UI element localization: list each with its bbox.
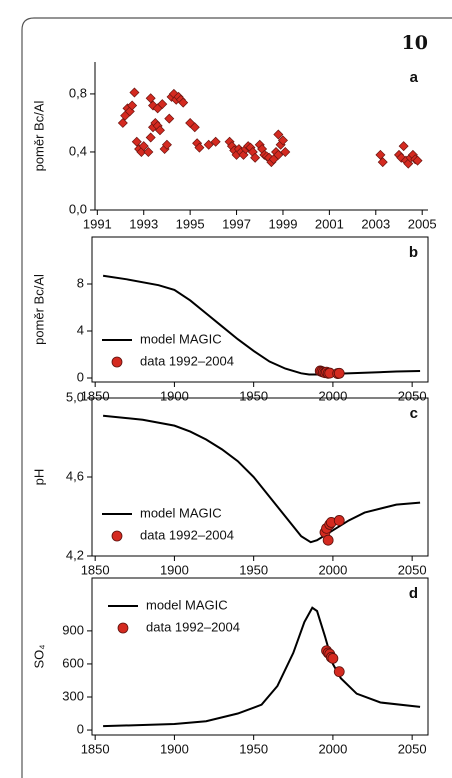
data-point [145, 132, 156, 143]
data-point [164, 113, 175, 124]
x-tick-label: 1995 [176, 216, 205, 231]
x-tick-label: 1999 [269, 216, 298, 231]
x-tick-label: 2005 [408, 216, 437, 231]
y-tick-label: 0,4 [69, 143, 87, 158]
data-point [277, 135, 288, 146]
data-point [377, 157, 388, 168]
y-tick-label: 0 [77, 369, 84, 384]
data-point [396, 152, 407, 163]
x-tick-label: 1850 [81, 388, 110, 403]
y-axis-label: poměr Bc/Al [31, 274, 46, 345]
model-line [103, 606, 421, 728]
data-point [273, 129, 284, 140]
x-tick-label: 2050 [398, 741, 427, 756]
x-tick-label: 2003 [361, 216, 390, 231]
y-tick-label: 4,2 [66, 547, 84, 562]
y-axis-label: poměr Bc/Al [31, 100, 46, 171]
y-tick-label: 4 [77, 322, 84, 337]
legend-label: model MAGIC [140, 505, 222, 520]
data-point [143, 146, 154, 157]
y-tick-label: 5,0 [66, 389, 84, 404]
x-tick-label: 1900 [160, 741, 189, 756]
legend-label: model MAGIC [146, 597, 228, 612]
data-point [250, 152, 261, 163]
data-point [327, 653, 339, 664]
y-tick-label: 4,6 [66, 468, 84, 483]
x-tick-label: 2001 [315, 216, 344, 231]
data-point [398, 141, 409, 152]
data-point [375, 149, 386, 160]
legend-marker [111, 356, 123, 368]
data-point [127, 100, 138, 111]
data-point [131, 136, 142, 147]
data-point [210, 136, 221, 147]
data-point [333, 367, 345, 379]
legend-marker [117, 622, 129, 634]
legend-label: data 1992–2004 [146, 619, 240, 634]
data-point [157, 99, 168, 110]
x-tick-label: 2050 [398, 562, 427, 577]
data-point [145, 93, 156, 104]
data-point [322, 534, 334, 546]
x-tick-label: 1950 [239, 388, 268, 403]
plot-frame [91, 236, 429, 383]
y-axis-label: SO₄ [31, 644, 46, 668]
data-point [178, 97, 189, 108]
x-tick-label: 1900 [160, 562, 189, 577]
data-point [203, 139, 214, 150]
panel-letter: a [410, 69, 419, 86]
x-tick-label: 1900 [160, 388, 189, 403]
x-tick-label: 2050 [398, 388, 427, 403]
data-point [154, 125, 165, 136]
x-tick-label: 2000 [318, 388, 347, 403]
data-point [129, 87, 140, 98]
data-point [333, 666, 345, 678]
y-tick-label: 600 [62, 655, 84, 670]
data-point [194, 142, 205, 153]
y-tick-label: 0,8 [69, 85, 87, 100]
x-tick-label: 1997 [222, 216, 251, 231]
x-tick-label: 1950 [239, 562, 268, 577]
data-point [138, 141, 149, 152]
data-point [189, 122, 200, 133]
page-frame [21, 17, 452, 778]
y-tick-label: 8 [77, 275, 84, 290]
panel-letter: d [409, 585, 418, 602]
y-tick-label: 0,0 [69, 201, 87, 216]
legend-label: data 1992–2004 [140, 353, 234, 368]
y-tick-label: 300 [62, 688, 84, 703]
x-tick-label: 1950 [239, 741, 268, 756]
y-tick-label: 0 [77, 721, 84, 736]
panel-letter: c [410, 405, 418, 422]
data-point [333, 515, 345, 526]
y-tick-label: 900 [62, 622, 84, 637]
legend-label: model MAGIC [140, 331, 222, 346]
data-point [280, 146, 291, 157]
data-point [117, 117, 128, 128]
data-point [161, 139, 172, 150]
y-axis-label: pH [31, 469, 46, 486]
x-tick-label: 1850 [81, 741, 110, 756]
page-number: 10 [402, 32, 428, 54]
data-point [412, 155, 423, 166]
x-tick-label: 1850 [81, 562, 110, 577]
legend-label: data 1992–2004 [140, 527, 234, 542]
x-tick-label: 1991 [83, 216, 112, 231]
plot-frame [91, 577, 429, 736]
x-tick-label: 2000 [318, 741, 347, 756]
legend-marker [111, 530, 123, 542]
model-line [102, 414, 421, 544]
x-tick-label: 1993 [129, 216, 158, 231]
x-tick-label: 2000 [318, 562, 347, 577]
panel-letter: b [409, 244, 418, 261]
data-point [273, 149, 284, 160]
